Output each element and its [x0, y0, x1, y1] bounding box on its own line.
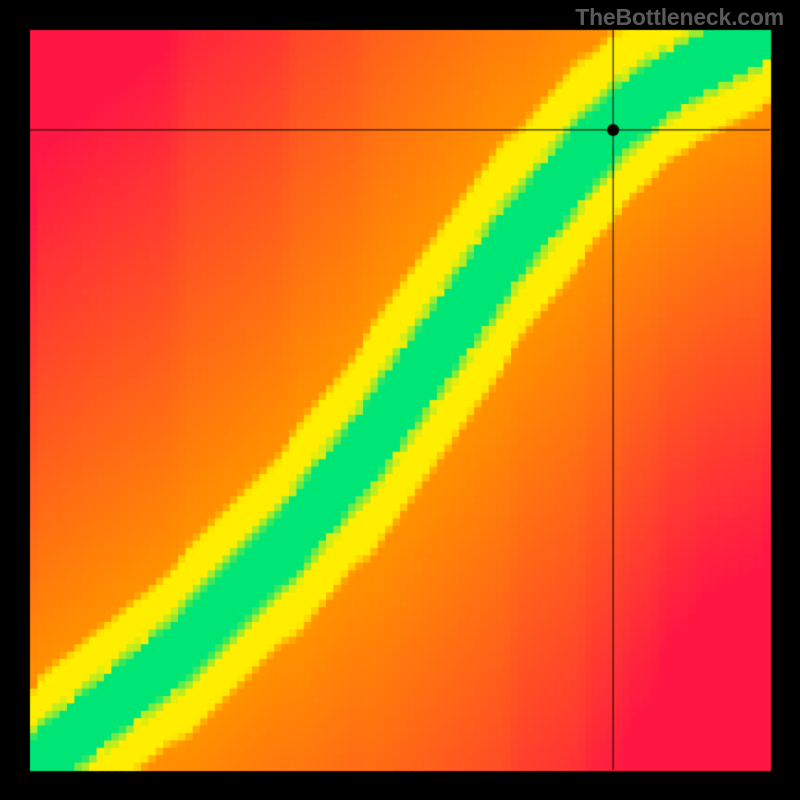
watermark-text: TheBottleneck.com — [575, 4, 784, 31]
bottleneck-heatmap — [0, 0, 800, 800]
chart-container: TheBottleneck.com — [0, 0, 800, 800]
